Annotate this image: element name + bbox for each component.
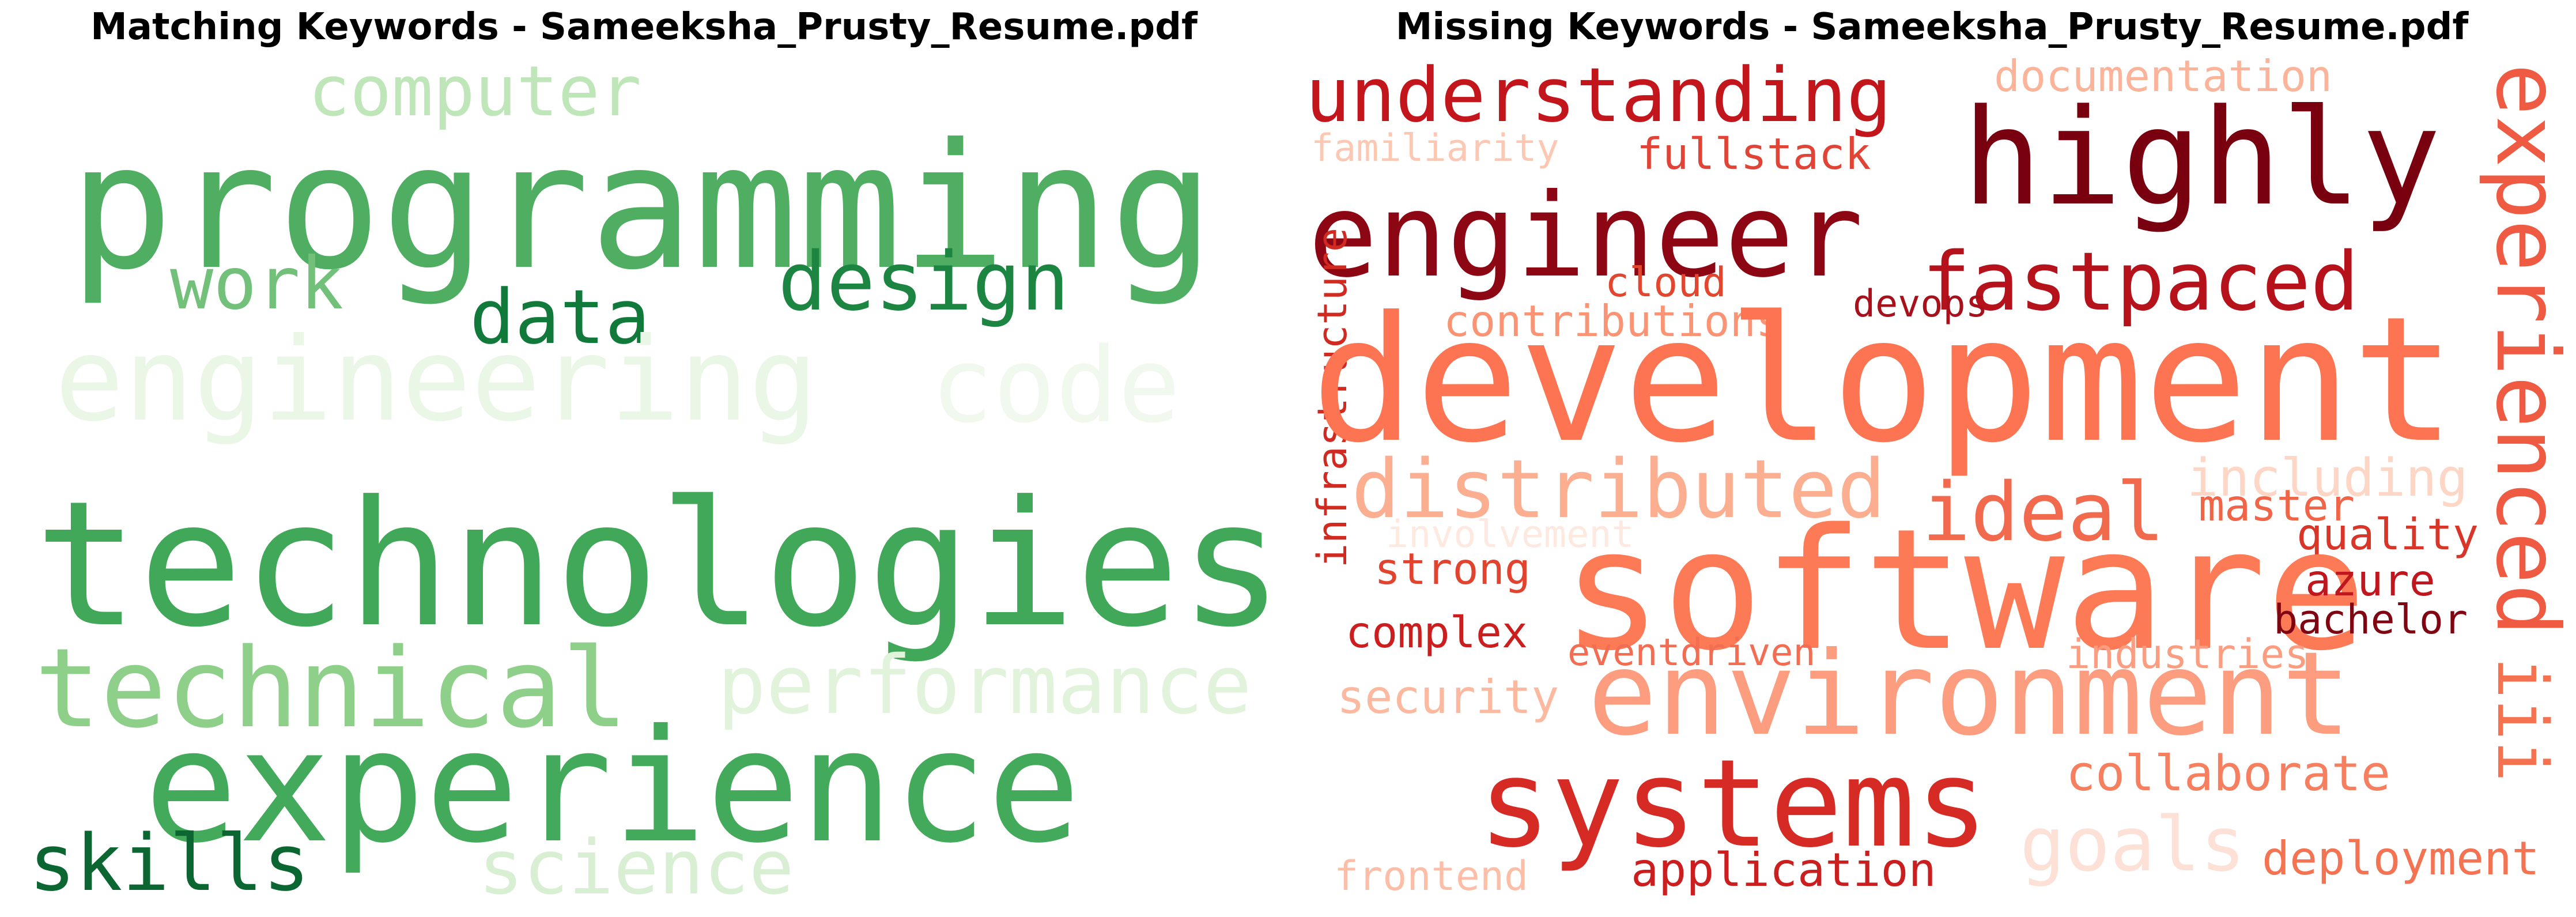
- keyword-word: including: [2187, 448, 2468, 508]
- keyword-word: engineer: [1308, 169, 1864, 303]
- missing-keywords-title: Missing Keywords - Sameeksha_Prusty_Resu…: [1395, 6, 2469, 48]
- keyword-word: environment: [1588, 627, 2351, 761]
- keyword-word: industries: [2066, 631, 2309, 678]
- keyword-word: devops: [1853, 282, 1988, 326]
- keyword-word: performance: [717, 639, 1252, 733]
- keyword-word: design: [778, 235, 1070, 329]
- keyword-word: fullstack: [1637, 129, 1871, 179]
- keyword-word: iii: [2481, 657, 2562, 782]
- keyword-word: eventdriven: [1567, 631, 1816, 674]
- keyword-word: data: [470, 273, 651, 361]
- keyword-word: master: [2199, 480, 2355, 531]
- keyword-word: science: [478, 824, 794, 911]
- keyword-word: security: [1337, 670, 1559, 724]
- keyword-word: quality: [2297, 509, 2479, 560]
- keyword-word: software: [1562, 493, 2367, 688]
- keyword-word: distributed: [1351, 443, 1886, 537]
- keyword-word: engineering: [55, 313, 818, 447]
- keyword-word: strong: [1374, 544, 1531, 594]
- keyword-word: code: [931, 326, 1181, 446]
- keyword-word: experienced: [2477, 63, 2576, 636]
- keyword-word: collaborate: [2066, 745, 2390, 802]
- missing-word-cloud: understanding documentation highly famil…: [1305, 51, 2576, 917]
- keyword-word: goals: [2020, 801, 2246, 888]
- missing-keywords-panel: Missing Keywords - Sameeksha_Prusty_Resu…: [1288, 0, 2576, 917]
- keyword-word: documentation: [1994, 51, 2332, 101]
- keyword-word: skills: [29, 818, 310, 908]
- keyword-word: azure: [2305, 555, 2435, 606]
- keyword-word: understanding: [1305, 51, 1892, 139]
- keyword-word: frontend: [1334, 852, 1529, 900]
- keyword-word: development: [1311, 280, 2456, 481]
- keyword-word: programming: [69, 107, 1214, 308]
- keyword-word: familiarity: [1311, 127, 1559, 170]
- keyword-word: deployment: [2262, 832, 2540, 885]
- keyword-word: complex: [1346, 607, 1528, 658]
- keyword-word: involvement: [1386, 513, 1634, 556]
- keyword-word: cloud: [1605, 259, 1727, 306]
- keyword-word: contributions: [1444, 296, 1782, 346]
- keyword-word: fastpaced: [1922, 235, 2359, 329]
- keyword-word: application: [1631, 843, 1936, 897]
- keyword-word: experience: [144, 696, 1081, 877]
- keyword-word: technologies: [35, 464, 1284, 665]
- keyword-word: bachelor: [2273, 596, 2468, 643]
- keyword-word: technical: [35, 625, 628, 752]
- keyword-word: highly: [1962, 81, 2441, 235]
- keyword-word: systems: [1478, 733, 1989, 874]
- matching-keywords-title: Matching Keywords - Sameeksha_Prusty_Res…: [90, 6, 1198, 48]
- keyword-word: work: [170, 242, 344, 326]
- matching-keywords-panel: Matching Keywords - Sameeksha_Prusty_Res…: [23, 6, 1283, 917]
- matching-word-cloud: computer programming work data design en…: [23, 52, 1283, 917]
- keyword-word: computer: [308, 52, 641, 132]
- keyword-word: ideal: [1922, 466, 2165, 560]
